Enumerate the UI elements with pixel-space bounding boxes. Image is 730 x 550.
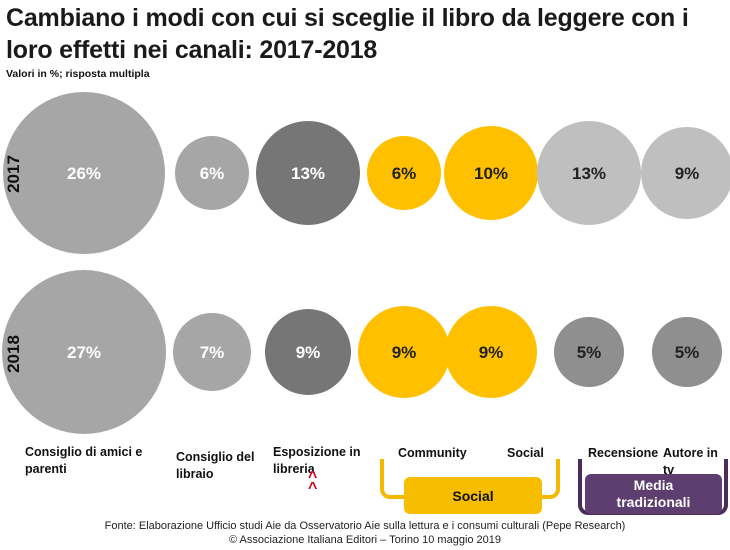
bubble-label-2018-7: 5% (675, 343, 700, 362)
social-group-label: Social (404, 477, 542, 514)
bubble-label-2018-6: 5% (577, 343, 602, 362)
category-label-amici: Consiglio di amici e parenti (25, 445, 143, 476)
media-group-text: Media tradizionali (616, 477, 691, 510)
footer-copyright: © Associazione Italiana Editori – Torino… (228, 534, 502, 546)
bubble-2017-5 (444, 126, 538, 220)
bubble-label-2017-2: 6% (200, 164, 225, 183)
chart-title: Cambiano i modi con cui si sceglie il li… (6, 4, 689, 64)
bubble-2018-7 (652, 317, 722, 387)
bubble-2017-7 (641, 127, 730, 219)
year-label-2018: 2018 (4, 335, 23, 373)
category-label-community: Community (398, 446, 467, 460)
bubble-label-2017-5: 10% (474, 164, 508, 183)
bubble-label-2018-3: 9% (296, 343, 321, 362)
bubble-2018-6 (554, 317, 624, 387)
category-label-social: Social (507, 446, 544, 460)
bubble-label-2018-5: 9% (479, 343, 504, 362)
bubble-2017-3 (256, 121, 360, 225)
category-label-esposizione: Esposizione in libreria (273, 445, 361, 476)
bubble-label-2018-1: 27% (67, 343, 101, 362)
bubble-label-2017-3: 13% (291, 164, 325, 183)
bubble-2017-2 (175, 136, 249, 210)
chart-subtitle: Valori in %; risposta multipla (6, 68, 150, 80)
category-label-libraio: Consiglio del libraio (176, 450, 255, 481)
bubble-label-2017-1: 26% (67, 164, 101, 183)
bubble-2017-4 (367, 136, 441, 210)
bubble-2018-2 (173, 313, 251, 391)
up-arrow-icon: ^ ^ (308, 469, 318, 497)
media-group-label: Media tradizionali (585, 474, 722, 514)
bubble-label-2017-4: 6% (392, 164, 417, 183)
bubble-chart: 26% 6% 13% 6% 10% 13% 9% 27% 7% 9% 9% 9% 5% 5% (2, 92, 730, 434)
bubble-label-2018-4: 9% (392, 343, 417, 362)
year-label-2017: 2017 (4, 155, 23, 193)
bubble-2017-6 (537, 121, 641, 225)
bubble-2017-1 (3, 92, 165, 254)
bubble-2018-3 (265, 309, 351, 395)
bubble-label-2018-2: 7% (200, 343, 225, 362)
bubble-label-2017-7: 9% (675, 164, 700, 183)
bubble-2018-1 (2, 270, 166, 434)
footer-source: Fonte: Elaborazione Ufficio studi Aie da… (104, 520, 626, 532)
category-label-recensione: Recensione (588, 446, 659, 460)
bubble-2018-4 (358, 306, 450, 398)
bubble-label-2017-6: 13% (572, 164, 606, 183)
category-label-autore-tv: Autore in tv (663, 446, 718, 477)
bubble-2018-5 (445, 306, 537, 398)
